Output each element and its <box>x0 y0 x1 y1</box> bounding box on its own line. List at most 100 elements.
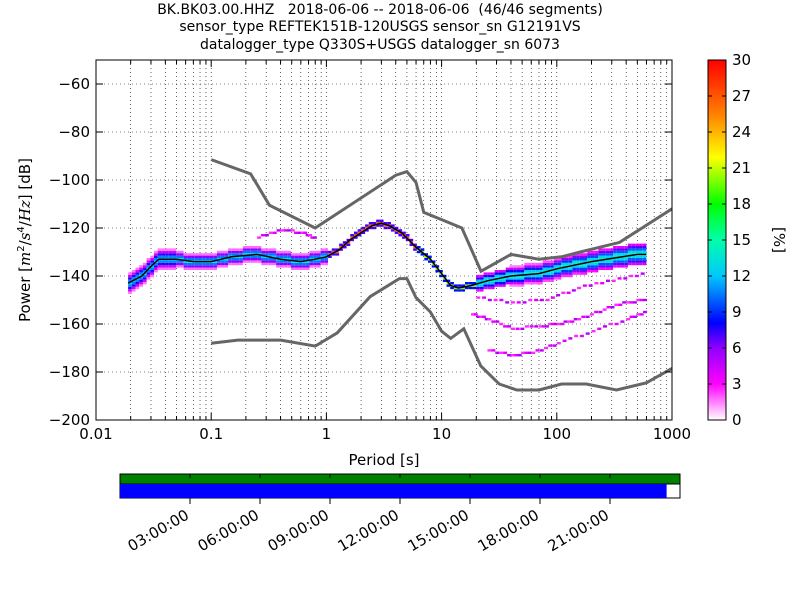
density-cell <box>472 282 477 285</box>
density-cell <box>594 255 599 258</box>
density-cell <box>376 224 380 227</box>
density-cell <box>291 255 295 258</box>
density-cell <box>350 238 354 242</box>
x-tick-label: 0.01 <box>79 425 112 443</box>
density-cell <box>231 260 236 263</box>
y-axis-label: Power [m2/s4/Hz] [dB] <box>16 158 34 322</box>
density-cell <box>428 260 432 263</box>
density-cell <box>613 262 617 266</box>
density-cell <box>531 265 536 268</box>
density-cell <box>383 226 388 230</box>
density-cell-outlier <box>297 231 302 234</box>
density-cell <box>154 253 158 256</box>
density-cell <box>305 258 310 261</box>
density-cell <box>542 270 547 273</box>
density-cell <box>572 260 577 263</box>
density-cell <box>516 272 521 275</box>
density-cell <box>405 236 410 239</box>
density-cell <box>613 250 617 254</box>
density-cell <box>390 224 395 227</box>
density-cell <box>620 248 625 251</box>
density-cell <box>620 265 625 268</box>
density-cell-outlier <box>507 354 512 357</box>
density-cell <box>128 277 132 280</box>
density-cell <box>176 250 180 254</box>
density-cell <box>157 250 162 254</box>
density-cell <box>172 267 177 270</box>
density-cell <box>139 272 143 275</box>
density-cell <box>291 262 295 266</box>
density-cell <box>157 255 162 258</box>
density-cell <box>291 260 295 263</box>
density-cell <box>583 258 588 261</box>
density-cell <box>272 248 277 251</box>
density-cell <box>135 282 140 285</box>
density-cell <box>305 265 310 268</box>
density-cell <box>309 262 314 266</box>
density-cell <box>365 226 369 230</box>
density-cell <box>361 231 366 234</box>
density-cell <box>213 260 217 263</box>
density-cell-outlier <box>312 236 317 239</box>
density-cell <box>557 265 562 268</box>
density-cell <box>594 267 599 270</box>
density-cell-outlier <box>574 334 579 338</box>
density-cell <box>598 250 603 254</box>
density-cell <box>146 272 151 275</box>
density-cell-outlier <box>479 315 484 318</box>
density-cell-outlier <box>484 318 489 321</box>
density-cell <box>435 265 440 268</box>
density-cell <box>587 265 591 268</box>
density-cell <box>379 219 384 222</box>
density-cell <box>261 258 266 261</box>
density-cell <box>542 267 547 270</box>
density-cell <box>202 265 206 268</box>
density-cell <box>257 260 262 263</box>
density-cell-outlier <box>257 236 262 239</box>
density-cell <box>583 260 588 263</box>
density-cell <box>494 272 499 275</box>
density-cell <box>261 250 266 254</box>
density-cell <box>624 250 628 254</box>
density-cell <box>572 272 577 275</box>
density-cell <box>291 267 295 270</box>
density-cell <box>479 286 484 290</box>
density-cell <box>394 231 399 234</box>
density-cell-outlier <box>606 306 611 309</box>
density-cell <box>542 272 547 275</box>
density-cell <box>205 255 210 258</box>
density-cell-outlier <box>561 291 566 294</box>
density-cell-outlier <box>471 313 476 316</box>
density-cell <box>553 265 558 268</box>
density-cell <box>139 284 143 287</box>
density-cell <box>228 253 232 256</box>
density-cell-outlier <box>550 322 555 326</box>
density-cell <box>231 262 236 266</box>
density-cell <box>168 265 173 268</box>
density-cell <box>209 253 214 256</box>
density-cell <box>365 229 369 232</box>
density-cell <box>161 262 166 266</box>
density-cell <box>213 262 217 266</box>
density-cell <box>253 246 258 249</box>
density-cell <box>542 274 547 278</box>
density-cell-outlier <box>573 318 578 321</box>
density-cell <box>316 253 321 256</box>
density-cell <box>320 260 325 263</box>
density-cell <box>305 253 310 256</box>
density-cell <box>202 253 206 256</box>
density-cell <box>513 267 517 270</box>
density-cell <box>287 262 292 266</box>
density-cell-outlier <box>487 298 492 302</box>
x-tick-label: 1 <box>322 425 332 443</box>
density-cell <box>202 258 206 261</box>
density-cell <box>435 270 440 273</box>
density-cell <box>205 267 210 270</box>
density-cell <box>272 260 277 263</box>
density-cell <box>128 286 132 290</box>
noise-models <box>210 158 672 392</box>
density-cell <box>276 260 280 263</box>
time-tick-label: 21:00:00 <box>545 506 612 555</box>
density-cell <box>220 253 225 256</box>
density-cell <box>639 246 643 249</box>
